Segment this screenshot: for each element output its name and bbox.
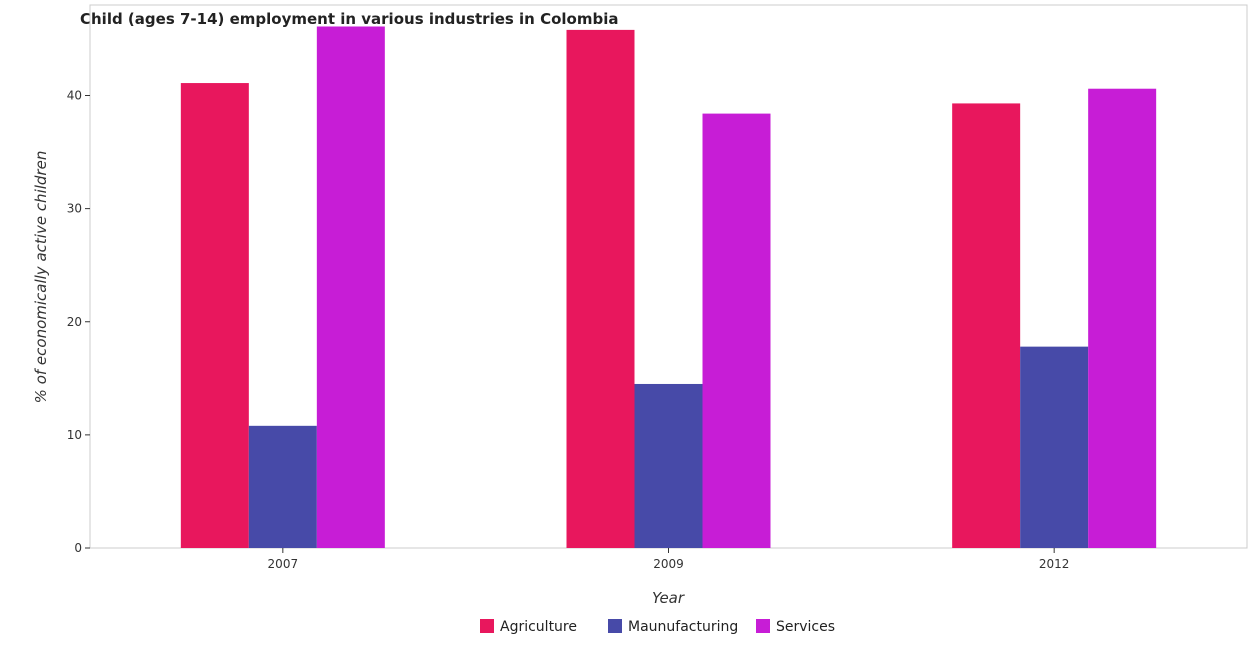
x-tick-label: 2012	[1039, 557, 1070, 571]
y-tick-label: 10	[67, 428, 82, 442]
bar-agriculture-2012	[952, 103, 1021, 548]
legend-swatch-maunufacturing	[608, 619, 622, 633]
y-axis: 0 10 20 30 40	[67, 89, 90, 555]
bar-services-2012	[1088, 88, 1157, 549]
y-tick-label: 40	[67, 89, 82, 103]
bars	[180, 26, 1157, 549]
legend-swatch-agriculture	[480, 619, 494, 633]
bar-agriculture-2009	[566, 29, 635, 548]
legend: Agriculture Maunufacturing Services	[480, 619, 835, 635]
y-axis-label: % of economically active children	[32, 151, 50, 404]
bar-services-2007	[316, 26, 385, 548]
x-tick-label: 2009	[653, 557, 684, 571]
legend-swatch-services	[756, 619, 770, 633]
legend-label-agriculture: Agriculture	[500, 619, 577, 635]
legend-label-services: Services	[776, 619, 835, 635]
bar-maunufacturing-2007	[248, 425, 317, 548]
bar-maunufacturing-2009	[634, 383, 703, 548]
bar-agriculture-2007	[180, 83, 249, 549]
x-axis-label: Year	[652, 589, 685, 607]
y-tick-label: 0	[74, 541, 82, 555]
chart-title: Child (ages 7-14) employment in various …	[80, 10, 618, 28]
legend-label-maunufacturing: Maunufacturing	[628, 619, 738, 635]
y-tick-label: 30	[67, 202, 82, 216]
x-axis: 2007 2009 2012	[268, 548, 1070, 571]
bar-maunufacturing-2012	[1020, 346, 1089, 548]
x-tick-label: 2007	[268, 557, 299, 571]
bar-services-2009	[702, 113, 771, 548]
y-tick-label: 20	[67, 315, 82, 329]
